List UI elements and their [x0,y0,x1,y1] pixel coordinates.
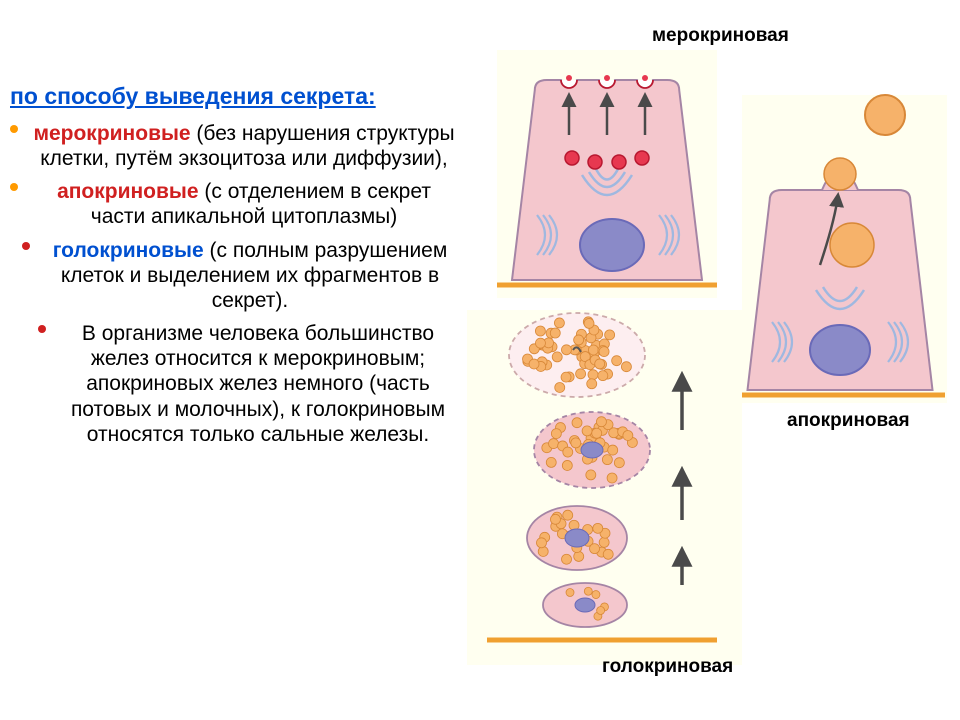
list-item: голокриновые (с полным разрушением клето… [10,238,458,314]
label-holocrine: голокриновая [602,656,733,678]
text-column: по способу выведения секрета: мерокринов… [10,82,458,455]
secretion-diagram [462,20,952,700]
bullet-dot [10,125,18,133]
keyword: апокриновые [57,180,198,203]
label-apocrine: апокриновая [787,410,910,432]
list-item: В организме человека большинство желез о… [10,321,458,447]
item-text: В организме человека большинство желез о… [71,322,445,446]
keyword: голокриновые [53,239,204,262]
heading: по способу выведения секрета: [10,82,458,111]
bullet-dot [38,325,46,333]
list-item: апокриновые (с отделением в секрет части… [10,179,458,229]
keyword: мерокриновые [33,122,190,145]
bullet-list: мерокриновые (без нарушения структуры кл… [10,121,458,447]
label-merocrine: мерокриновая [652,25,789,47]
bullet-dot [10,183,18,191]
bullet-dot [22,242,30,250]
list-item: мерокриновые (без нарушения структуры кл… [10,121,458,171]
diagram-area: мерокриновая апокриновая голокриновая [462,20,952,700]
